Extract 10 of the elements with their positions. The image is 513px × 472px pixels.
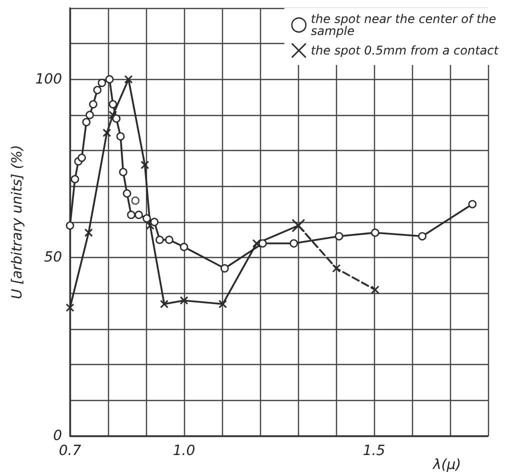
y-tick-label: 50	[44, 250, 62, 266]
x-tick-label: 1.5	[362, 443, 386, 459]
x-tick-label: 1.0	[172, 443, 196, 459]
y-axis-title: U [arbitrary units] (%)	[9, 144, 26, 300]
x-tick-label: 0.7	[58, 443, 82, 459]
y-tick-label: 0	[53, 428, 62, 444]
legend-label: the spot 0.5mm from a contact	[310, 44, 500, 58]
y-tick-label: 100	[35, 71, 62, 88]
legend-label: the spot near the center of the sample	[310, 12, 500, 38]
x-axis-title: λ(μ)	[432, 457, 462, 472]
